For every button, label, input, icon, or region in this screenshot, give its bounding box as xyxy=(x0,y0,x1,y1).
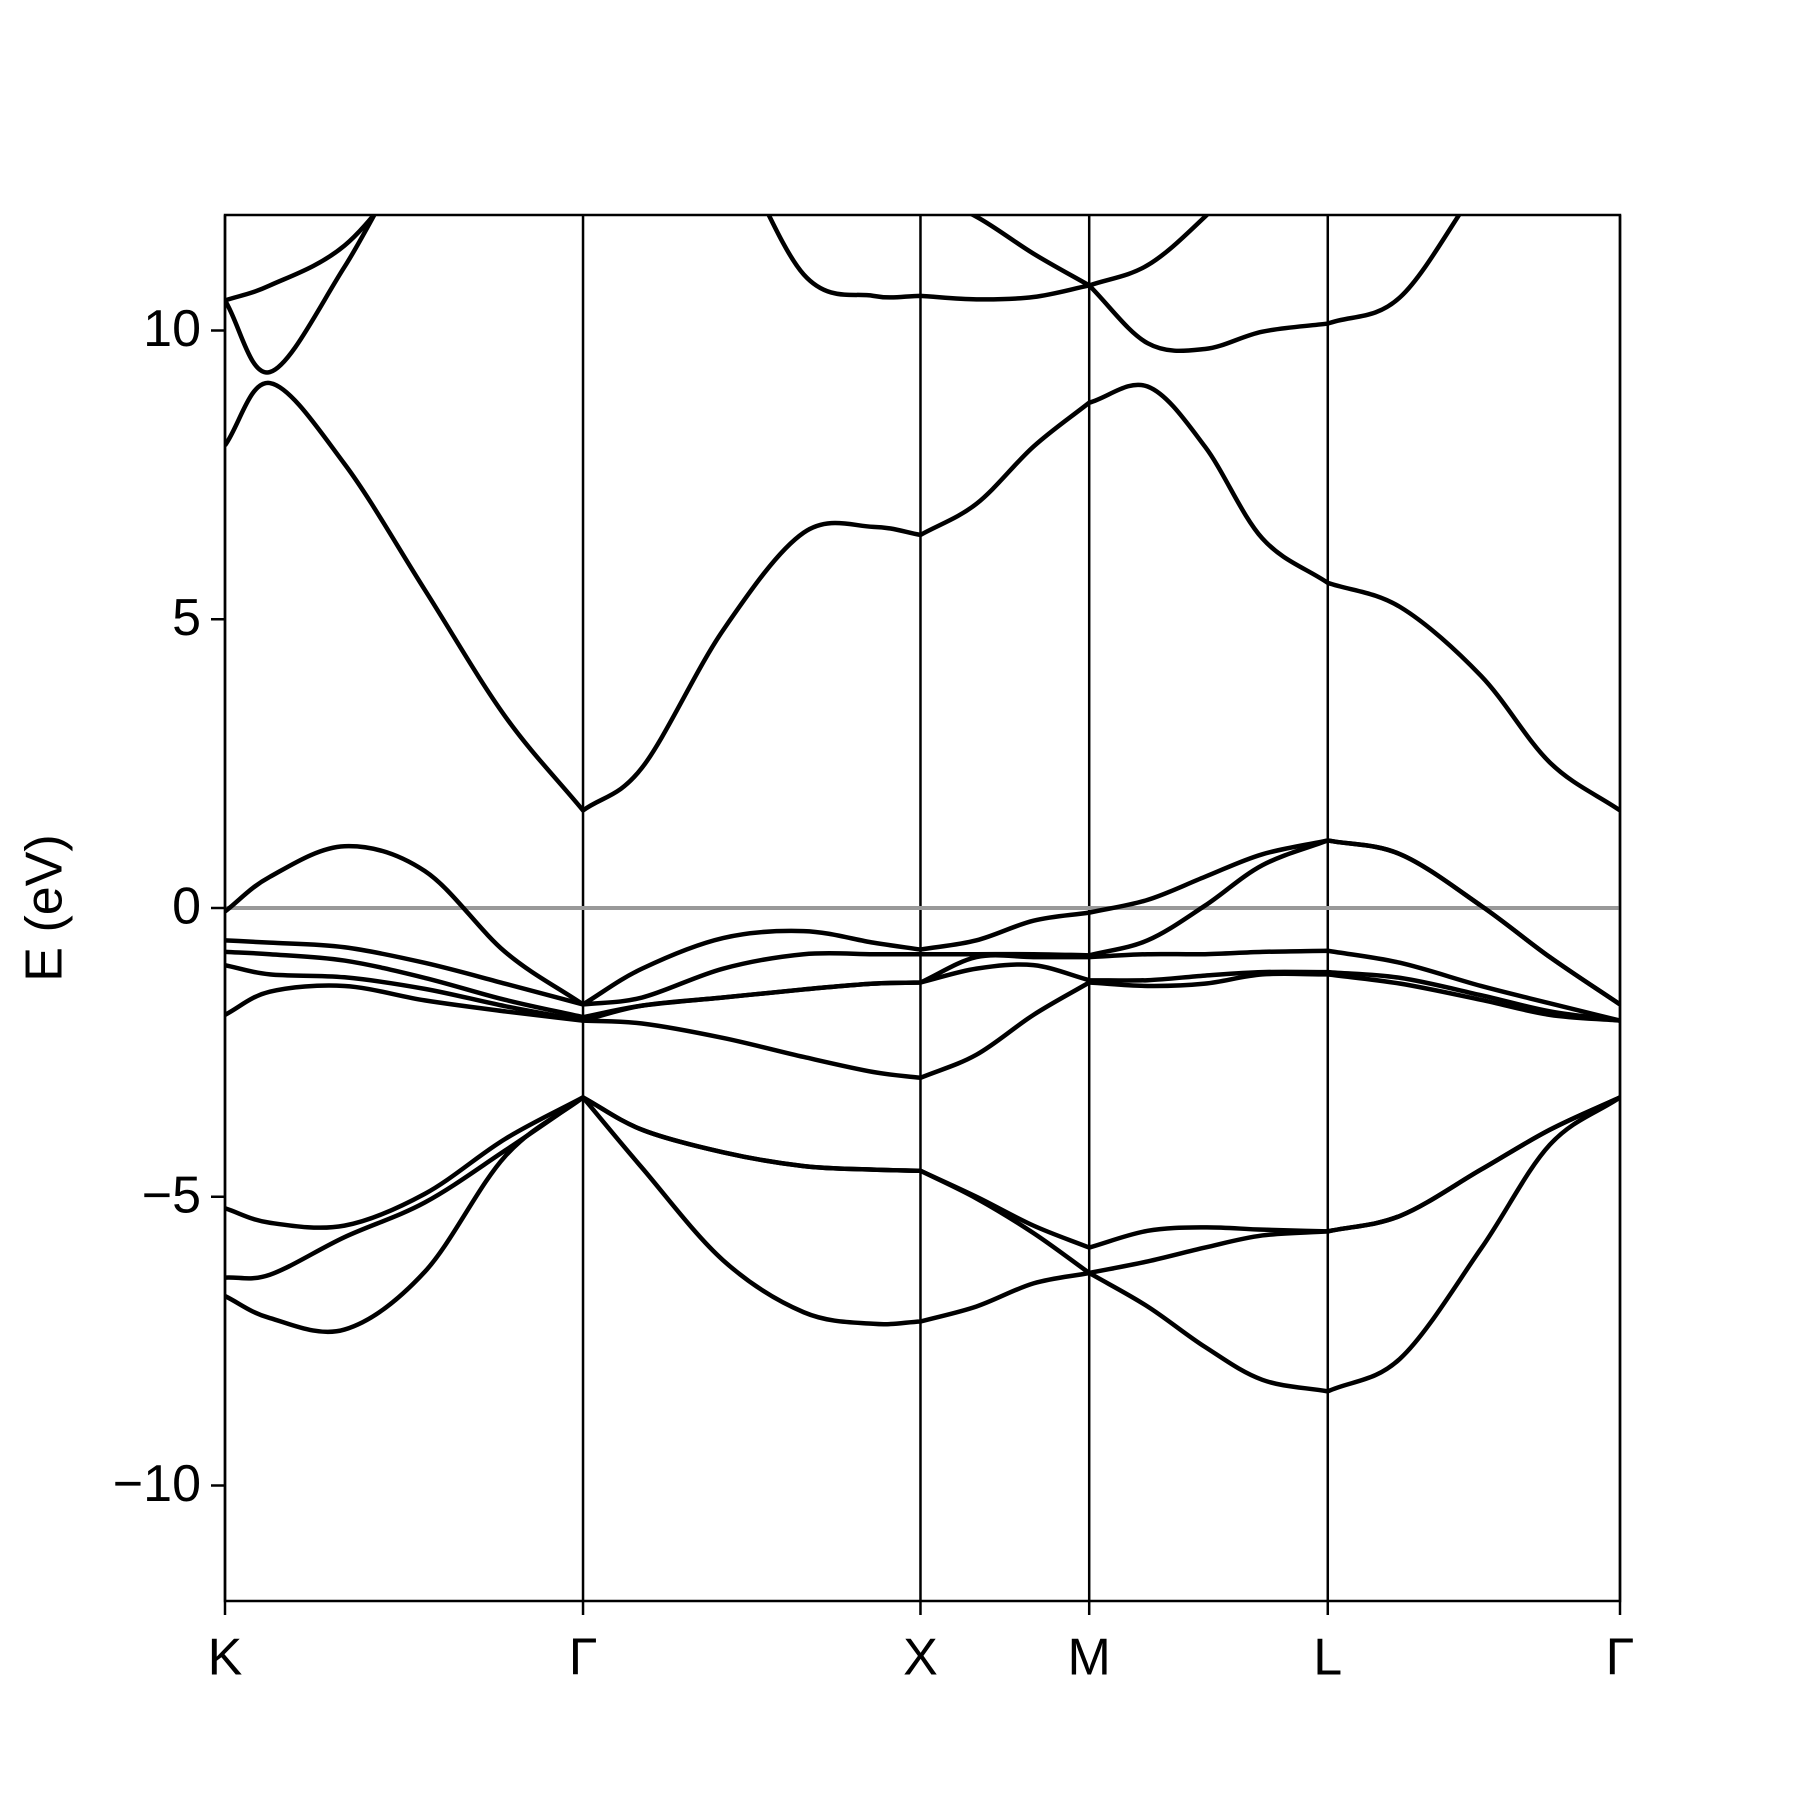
band-line xyxy=(225,380,1620,813)
y-tick-label: 0 xyxy=(172,878,201,936)
band-line xyxy=(225,1095,1620,1394)
y-tick-label: 10 xyxy=(143,300,201,358)
band-line xyxy=(225,215,1462,375)
x-tick-label: Γ xyxy=(1606,1629,1635,1687)
band-line xyxy=(225,1095,1620,1250)
x-tick-label: L xyxy=(1313,1629,1342,1687)
bands xyxy=(225,215,1620,1394)
x-tick-label: Γ xyxy=(569,1629,598,1687)
x-tick-label: M xyxy=(1068,1629,1111,1687)
band-line xyxy=(225,215,1210,303)
x-tick-label: K xyxy=(208,1629,243,1687)
y-tick-label: −5 xyxy=(142,1166,201,1224)
band-line xyxy=(225,838,1620,1007)
y-axis-label: E (eV) xyxy=(16,834,74,981)
y-tick-label: −10 xyxy=(113,1455,201,1513)
x-tick-label: X xyxy=(903,1629,938,1687)
band-line xyxy=(225,962,1620,1023)
band-line xyxy=(225,971,1620,1081)
plot-frame xyxy=(223,213,1622,1603)
y-tick-label: 5 xyxy=(172,589,201,647)
band-line xyxy=(225,948,1620,1023)
